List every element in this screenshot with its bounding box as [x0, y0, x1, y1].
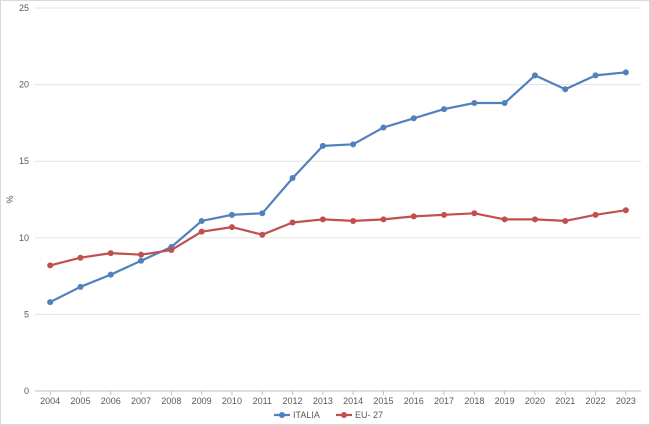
data-point [47, 299, 54, 306]
data-point [77, 254, 84, 261]
data-point [198, 228, 205, 235]
series-line [48, 209, 628, 267]
x-tick-label: 2014 [343, 396, 363, 406]
data-point [531, 216, 538, 223]
series [47, 69, 629, 306]
data-point [380, 216, 387, 223]
data-point [471, 210, 478, 217]
x-tick-label: 2011 [253, 396, 272, 406]
x-tick-label: 2018 [464, 396, 484, 406]
legend-swatch-marker [279, 412, 285, 418]
data-point [501, 216, 508, 223]
x-tick-label: 2023 [616, 396, 636, 406]
axes: 0 5 10 15 20 25 2004 2005 2006 2007 2008 2009 2010 20… [19, 3, 641, 406]
series-line [48, 71, 628, 304]
y-tick-label: 10 [19, 233, 29, 243]
data-point [319, 142, 326, 149]
data-point [138, 251, 145, 258]
data-point [198, 217, 205, 224]
data-point [289, 175, 296, 182]
data-point [622, 69, 629, 76]
x-tick-label: 2006 [101, 396, 121, 406]
data-point [259, 231, 266, 238]
data-point [410, 115, 417, 122]
x-tick-label: 2020 [525, 396, 545, 406]
series-1 [47, 207, 629, 269]
data-point [350, 141, 357, 148]
data-point [531, 72, 538, 79]
x-tick-label: 2012 [283, 396, 303, 406]
x-tick-label: 2017 [434, 396, 454, 406]
x-tick-label: 2013 [313, 396, 333, 406]
data-point [228, 211, 235, 218]
data-point [592, 72, 599, 79]
y-tick-label: 25 [19, 3, 29, 13]
y-tick-label: 5 [24, 309, 29, 319]
legend-item: EU- 27 [336, 410, 383, 420]
data-point [562, 86, 569, 93]
y-tick-label: 20 [19, 80, 29, 90]
legend-label: EU- 27 [355, 410, 383, 420]
data-point [168, 247, 175, 254]
x-tick-label: 2019 [495, 396, 515, 406]
series-0 [47, 69, 629, 306]
legend-item: ITALIA [274, 410, 320, 420]
data-point [107, 271, 114, 278]
x-tick-label: 2016 [404, 396, 424, 406]
x-tick-label: 2007 [131, 396, 151, 406]
data-point [138, 257, 145, 264]
data-point [350, 217, 357, 224]
data-point [319, 216, 326, 223]
data-point [289, 219, 296, 226]
data-point [622, 207, 629, 214]
x-tick-label: 2009 [192, 396, 212, 406]
data-point [471, 99, 478, 106]
data-point [441, 106, 448, 113]
data-point [77, 283, 84, 290]
data-point [592, 211, 599, 218]
x-tick-label: 2015 [373, 396, 393, 406]
x-tick-label: 2010 [222, 396, 242, 406]
legend-swatch-marker [341, 412, 347, 418]
x-tick-label: 2008 [161, 396, 181, 406]
data-point [228, 224, 235, 231]
data-point [259, 210, 266, 217]
data-point [562, 217, 569, 224]
y-tick-label: 0 [24, 386, 29, 396]
x-tick-label: 2022 [586, 396, 606, 406]
data-point [380, 124, 387, 131]
data-point [107, 250, 114, 257]
data-point [410, 213, 417, 220]
y-tick-label: 15 [19, 156, 29, 166]
legend: ITALIA EU- 27 [274, 410, 383, 420]
data-point [501, 99, 508, 106]
gridlines [35, 7, 641, 315]
legend-label: ITALIA [293, 410, 320, 420]
x-tick-label: 2021 [555, 396, 575, 406]
data-point [47, 262, 54, 269]
x-tick-label: 2004 [40, 396, 60, 406]
y-axis-title: % [5, 195, 15, 203]
data-point [441, 211, 448, 218]
x-tick-label: 2005 [70, 396, 90, 406]
